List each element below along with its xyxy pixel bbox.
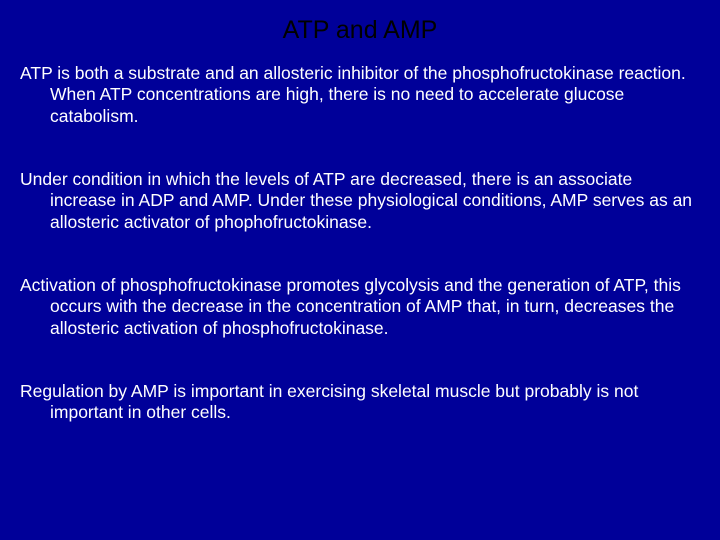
paragraph-2: Under condition in which the levels of A… bbox=[20, 169, 700, 233]
slide-title: ATP and AMP bbox=[20, 16, 700, 45]
paragraph-3: Activation of phosphofructokinase promot… bbox=[20, 275, 700, 339]
paragraph-4: Regulation by AMP is important in exerci… bbox=[20, 381, 700, 424]
slide: ATP and AMP ATP is both a substrate and … bbox=[0, 0, 720, 540]
paragraph-1: ATP is both a substrate and an allosteri… bbox=[20, 63, 700, 127]
